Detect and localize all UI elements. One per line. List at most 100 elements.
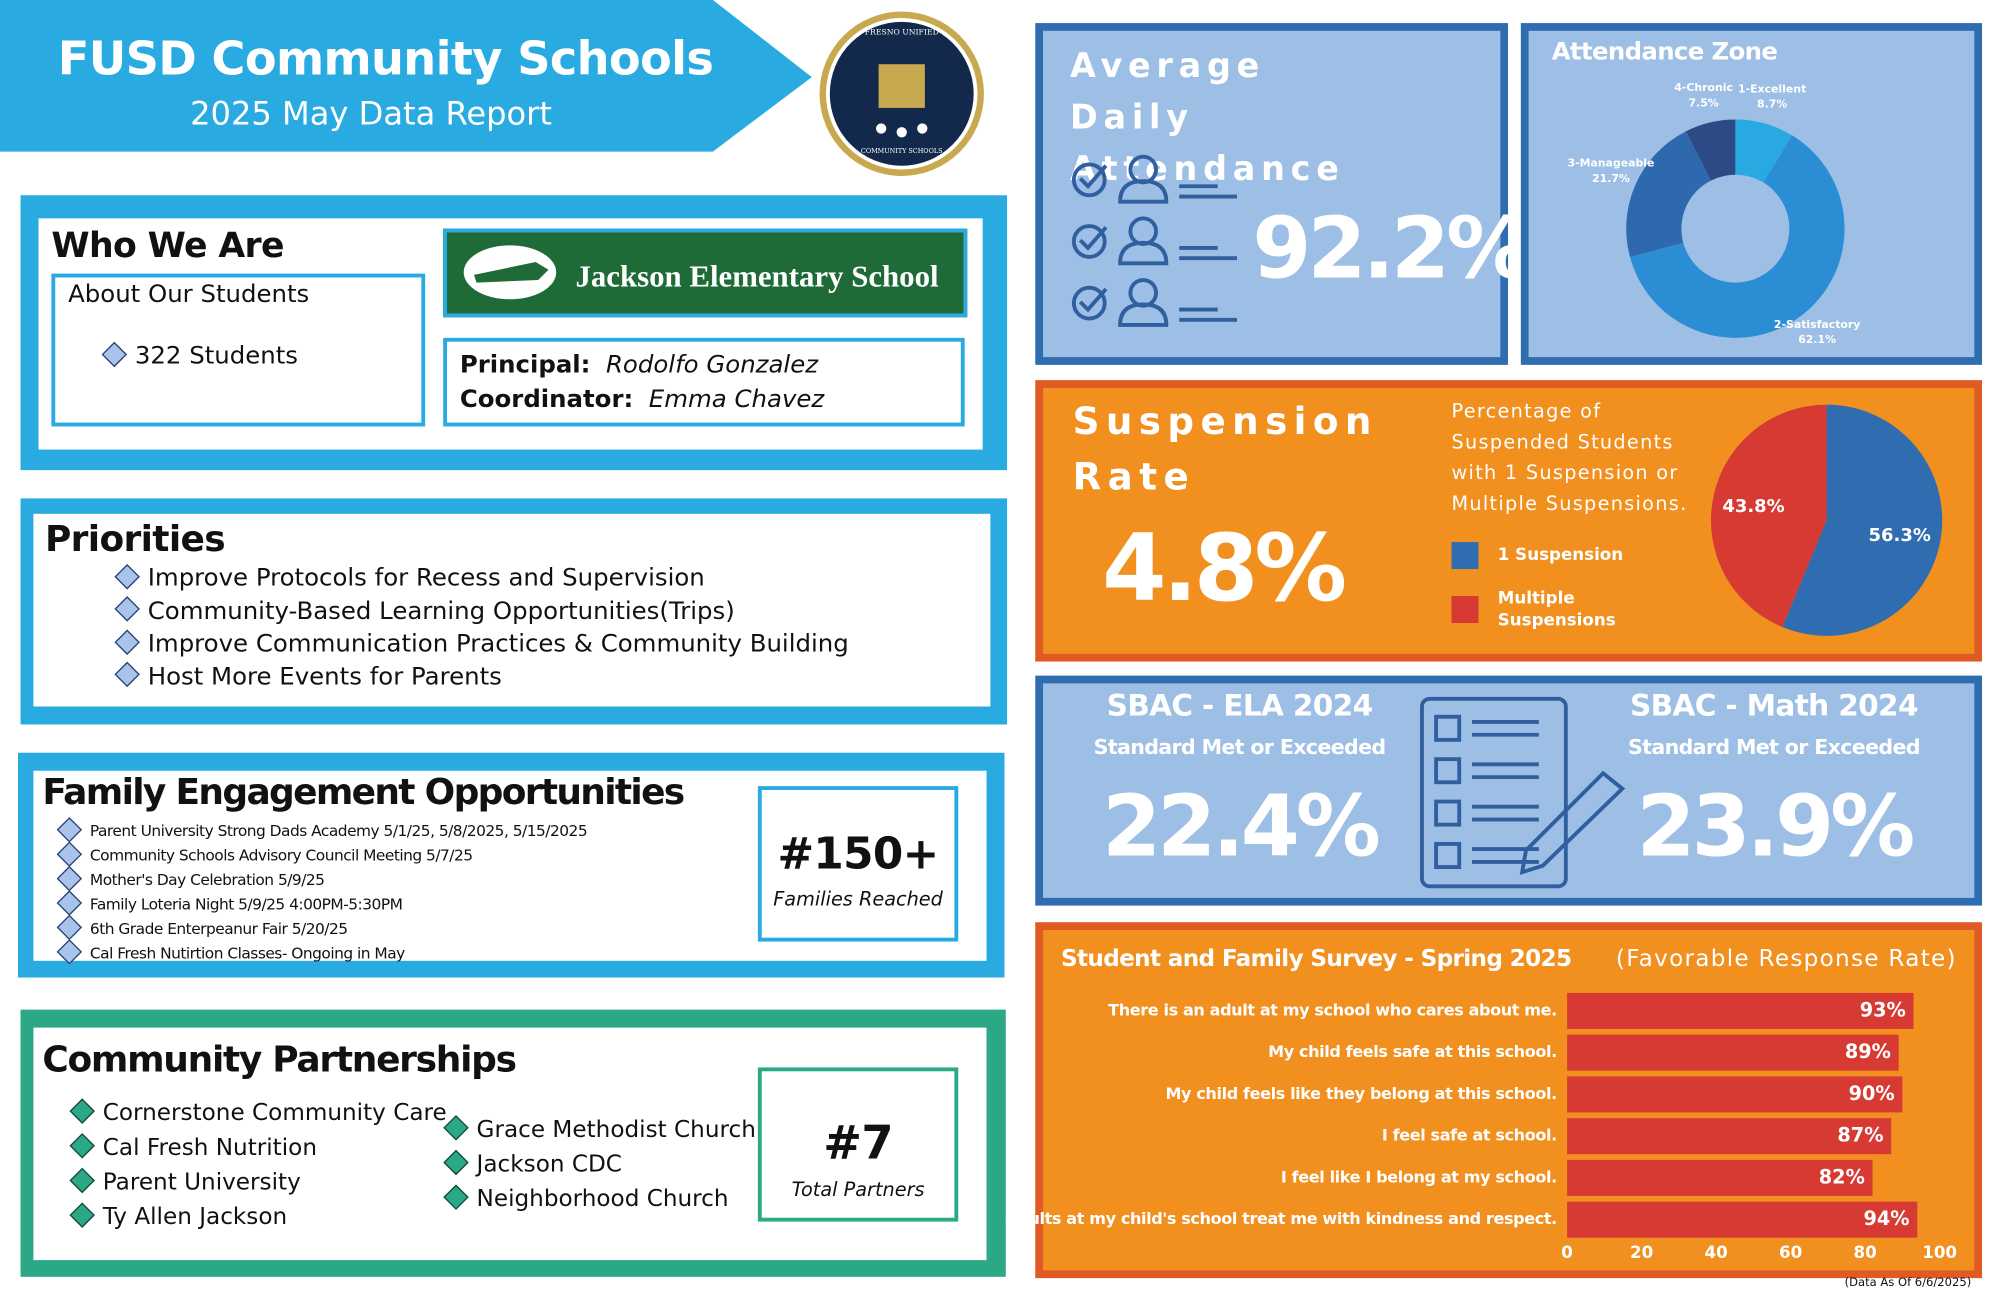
list-item: 6th Grade Enterpeanur Fair 5/20/25 (56, 914, 587, 941)
list-item: Host More Events for Parents (114, 661, 849, 694)
x-tick-label: 80 (1854, 1243, 1877, 1262)
heading: Family Engagement Opportunities (42, 770, 685, 814)
item-text: Parent University (102, 1168, 301, 1196)
x-tick-label: 20 (1630, 1243, 1653, 1262)
bar (1567, 1034, 1899, 1071)
heading: Who We Are (51, 226, 284, 266)
bar (1567, 1159, 1873, 1196)
x-tick-label: 0 (1561, 1243, 1573, 1262)
bar (1567, 1118, 1892, 1155)
panel-inner (33, 513, 991, 707)
list: Improve Protocols for Recess and Supervi… (114, 563, 849, 694)
legend-label: Suspensions (1498, 611, 1616, 630)
item-text: Cal Fresh Nutirtion Classes- Ongoing in … (89, 944, 405, 963)
item-text: Host More Events for Parents (147, 662, 502, 691)
chart-title: Attendance Zone (1552, 37, 1778, 66)
value-label: 8.7% (1757, 98, 1787, 111)
item-text: Improve Communication Practices & Commun… (147, 629, 849, 658)
text: 322 Students (134, 341, 299, 370)
chart-subtitle: (Favorable Response Rate) (1616, 946, 1957, 972)
footnote: (Data As Of 6/6/2025) (1844, 1276, 1972, 1290)
subheading: Standard Met or Exceeded (1628, 734, 1920, 760)
value-label: 21.7% (1592, 172, 1630, 185)
bar (1567, 1201, 1918, 1238)
legend-swatch (1451, 596, 1479, 623)
item-text: Improve Protocols for Recess and Supervi… (147, 563, 705, 593)
list-item: Ty Allen Jackson (69, 1200, 447, 1235)
subtitle: 2025 May Data Report (190, 95, 552, 133)
item-text: Community-Based Learning Opportunities(T… (147, 596, 735, 625)
stat-label: Total Partners (791, 1177, 925, 1202)
item-text: Grace Methodist Church (476, 1116, 756, 1144)
bar (1567, 992, 1914, 1029)
stat: 23.9% (1636, 777, 1915, 877)
heading: Priorities (44, 517, 226, 561)
value-label: 7.5% (1688, 96, 1718, 109)
stat-box: #7 Total Partners (757, 1067, 959, 1222)
panel-inner (33, 770, 987, 961)
list-item: Neighborhood Church (443, 1182, 756, 1217)
category-label: I feel like I belong at my school. (1281, 1167, 1557, 1186)
stat: #7 (823, 1117, 893, 1171)
list-item: Parent University (69, 1165, 447, 1200)
list-item: Community Schools Advisory Council Meeti… (56, 840, 587, 868)
icons (1071, 154, 1239, 327)
list: Grace Methodist Church Jackson CDC Neighbo… (443, 1112, 756, 1217)
item-text: Ty Allen Jackson (102, 1203, 288, 1231)
value-label: 93% (1860, 998, 1906, 1021)
value-label: 87% (1837, 1124, 1883, 1147)
category-label: My child feels like they belong at this … (1165, 1084, 1556, 1103)
list: Cornerstone Community Care Cal Fresh Nutr… (69, 1096, 447, 1235)
heading: Community Partnerships (42, 1037, 517, 1081)
x-tick-label: 100 (1922, 1243, 1957, 1262)
slice (1629, 135, 1845, 338)
value-label: 90% (1849, 1082, 1895, 1105)
value-label: 56.3% (1868, 525, 1930, 546)
title: FUSD Community Schools (57, 33, 714, 87)
value-label: 94% (1863, 1207, 1909, 1230)
slice-label: 4-Chronic (1674, 81, 1733, 94)
heading: Suspension Rate (1072, 399, 1378, 499)
value-label: 62.1% (1798, 333, 1836, 346)
legend-label: 1 Suspension (1498, 545, 1623, 564)
list-item: Jackson CDC (443, 1147, 756, 1182)
stat: #150+ (777, 828, 939, 880)
bar (1567, 1076, 1903, 1113)
item-text: Family Loteria Night 5/9/25 4:00PM-5:30P… (89, 895, 403, 914)
slice (1710, 404, 1827, 628)
item-text: Cal Fresh Nutrition (102, 1134, 317, 1162)
panel (1035, 675, 1983, 906)
stat: 22.4% (1102, 777, 1381, 877)
slice-label: 2-Satisfactory (1774, 318, 1861, 331)
list-item: Grace Methodist Church (443, 1112, 756, 1147)
slice (1782, 404, 1943, 636)
slice-label: 1-Excellent (1738, 82, 1806, 95)
logo-text: COMMUNITY SCHOOLS (860, 147, 943, 156)
list-item: Improve Communication Practices & Commun… (114, 628, 849, 661)
item-text: Community Schools Advisory Council Meeti… (89, 846, 473, 865)
list-item: Family Loteria Night 5/9/25 4:00PM-5:30P… (56, 889, 587, 917)
mascot (463, 245, 557, 300)
heading: SBAC - ELA 2024 (1106, 689, 1374, 724)
value-label: 89% (1845, 1040, 1891, 1063)
principal: Rodolfo Gonzalez (605, 350, 819, 379)
list-item: Cal Fresh Nutirtion Classes- Ongoing in … (56, 938, 587, 966)
stat: 92.2% (1252, 199, 1531, 299)
list-item: Cornerstone Community Care (69, 1096, 447, 1131)
stat-box: #150+ Families Reached (757, 786, 959, 942)
label: Principal: (459, 350, 591, 379)
item-text: Neighborhood Church (476, 1185, 729, 1213)
list-item: Community-Based Learning Opportunities(T… (114, 595, 849, 628)
x-tick-label: 60 (1779, 1243, 1802, 1262)
item-text: Mother's Day Celebration 5/9/25 (89, 870, 325, 889)
category-label: My child feels safe at this school. (1268, 1042, 1557, 1061)
value-label: 43.8% (1722, 496, 1784, 517)
legend-swatch (1451, 542, 1479, 570)
clipboard-icon (1420, 696, 1626, 889)
list-item: Mother's Day Celebration 5/9/25 (56, 865, 587, 892)
chart-title: Student and Family Survey - Spring 2025 (1061, 946, 1571, 972)
subheading: Standard Met or Exceeded (1093, 734, 1386, 760)
heading: Average Daily Attendance (1070, 47, 1345, 189)
